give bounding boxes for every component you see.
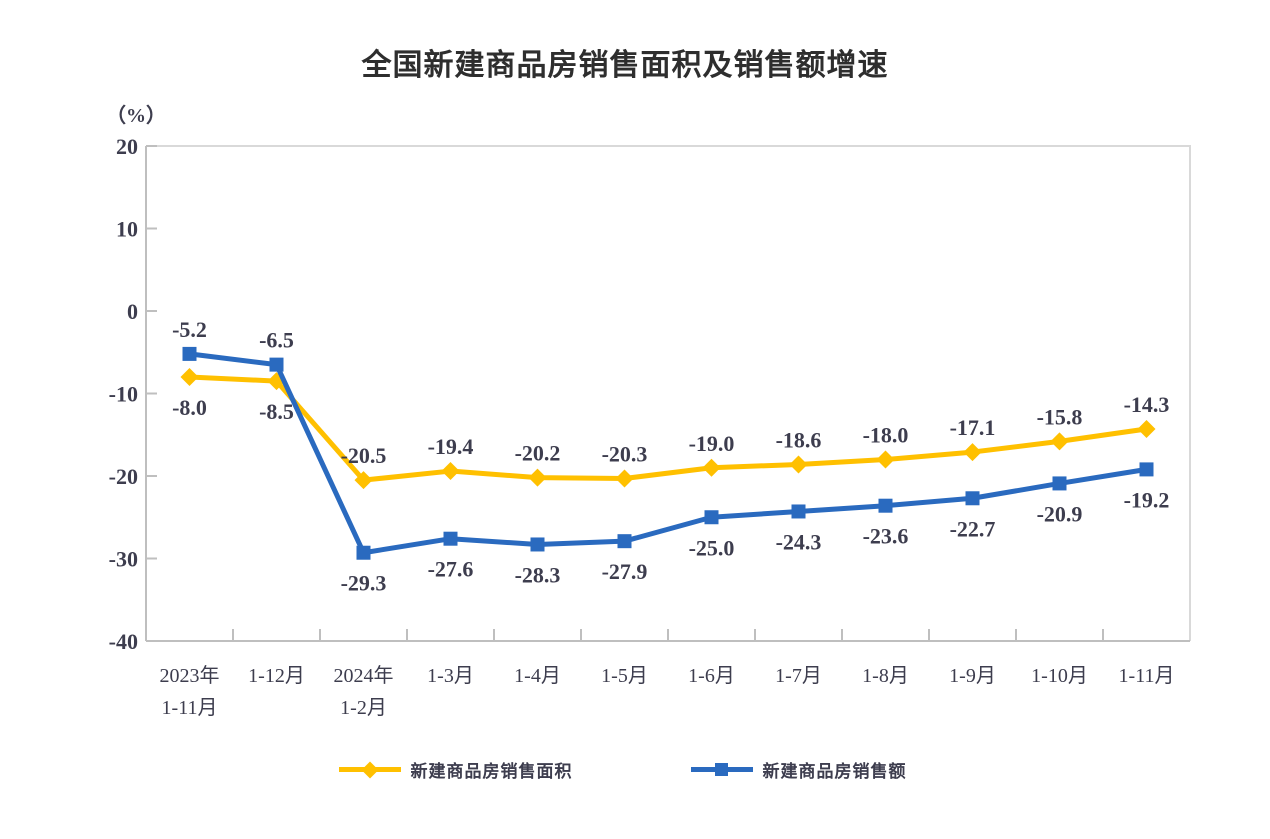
square-marker-icon	[715, 763, 728, 776]
data-label: -20.3	[602, 441, 648, 466]
data-point-marker	[704, 510, 719, 525]
data-point-marker	[443, 531, 458, 546]
x-axis-label: 1-12月	[248, 665, 305, 687]
data-label: -20.9	[1037, 501, 1083, 526]
data-point-marker	[702, 458, 721, 477]
data-label: -25.0	[689, 535, 735, 560]
data-label: -8.5	[259, 399, 294, 424]
data-point-marker	[791, 504, 806, 519]
data-label: -23.6	[863, 524, 909, 549]
x-axis-label: 1-6月	[688, 665, 735, 687]
legend-item-sales-area: 新建商品房销售面积	[338, 757, 573, 782]
x-axis-label: 1-2月	[340, 697, 387, 719]
x-axis-label: 1-8月	[862, 665, 909, 687]
series-line-sales-amount	[189, 351, 1147, 556]
data-point-marker	[1050, 432, 1069, 451]
data-point-marker	[269, 357, 284, 372]
y-axis-tick-label: -20	[109, 464, 138, 489]
data-label: -14.3	[1124, 392, 1170, 417]
data-label: -19.2	[1124, 487, 1170, 512]
data-point-marker	[182, 346, 197, 361]
x-axis-label: 1-4月	[514, 665, 561, 687]
data-point-marker	[441, 462, 460, 481]
y-axis-tick-label: 0	[127, 299, 138, 324]
chart-title: 全国新建商品房销售面积及销售额增速	[361, 49, 889, 82]
y-axis-tick-label: 20	[116, 134, 138, 159]
x-axis-label: 1-3月	[427, 665, 474, 687]
data-point-marker	[965, 491, 980, 506]
y-axis-tick-label: 10	[116, 217, 138, 242]
x-axis-label: 1-11月	[162, 697, 218, 719]
y-axis-tick-label: -30	[109, 547, 138, 572]
series-line-sales-area	[189, 374, 1147, 483]
sales-amount-legend-line	[690, 763, 753, 776]
x-axis-label: 2024年	[334, 664, 394, 687]
data-label: -19.4	[428, 434, 474, 459]
data-point-marker	[1052, 476, 1067, 491]
data-point-marker	[354, 471, 373, 490]
legend-label-sales-area: 新建商品房销售面积	[410, 762, 573, 781]
data-label: -22.7	[950, 516, 996, 541]
data-label: -20.5	[341, 443, 387, 468]
data-label: -27.9	[602, 559, 648, 584]
data-point-marker	[789, 455, 808, 474]
y-axis-tick-label: -40	[109, 629, 138, 654]
data-point-marker	[356, 545, 371, 560]
data-label: -15.8	[1037, 404, 1083, 429]
data-label: -8.0	[172, 395, 207, 420]
data-label: -6.5	[259, 328, 294, 353]
x-axis-label: 1-7月	[775, 665, 822, 687]
data-label: -28.3	[515, 562, 561, 587]
legend-label-sales-amount: 新建商品房销售额	[762, 762, 907, 781]
y-axis-unit-label: （%）	[106, 105, 166, 127]
x-axis-label: 1-5月	[601, 665, 648, 687]
data-point-marker	[615, 469, 634, 488]
legend-item-sales-amount: 新建商品房销售额	[690, 757, 907, 782]
x-axis-label: 1-10月	[1031, 665, 1088, 687]
data-label: -27.6	[428, 557, 474, 582]
plot-border-top-right	[146, 145, 1191, 641]
legend: 新建商品房销售面积 新建商品房销售额	[0, 757, 1245, 782]
data-label: -18.0	[863, 423, 909, 448]
data-point-marker	[180, 368, 199, 386]
data-label: -18.6	[776, 427, 822, 452]
x-axis-label: 2023年	[160, 664, 220, 687]
data-label: -29.3	[341, 571, 387, 596]
data-point-marker	[878, 498, 893, 513]
data-point-marker	[617, 534, 632, 549]
data-label: -24.3	[776, 529, 822, 554]
diamond-marker-icon	[361, 761, 378, 778]
data-label: -17.1	[950, 415, 996, 440]
data-label: -5.2	[172, 317, 207, 342]
data-point-marker	[1137, 419, 1156, 438]
data-point-marker	[1139, 462, 1154, 477]
y-axis-tick-label: -10	[109, 382, 138, 407]
data-label: -19.0	[689, 431, 735, 456]
x-axis-label: 1-9月	[949, 665, 996, 687]
data-point-marker	[530, 537, 545, 552]
data-point-marker	[963, 443, 982, 462]
data-point-marker	[528, 468, 547, 487]
sales-area-legend-line	[338, 761, 401, 778]
x-axis-label: 1-11月	[1119, 665, 1175, 687]
data-label: -20.2	[515, 441, 561, 466]
data-point-marker	[876, 450, 895, 469]
